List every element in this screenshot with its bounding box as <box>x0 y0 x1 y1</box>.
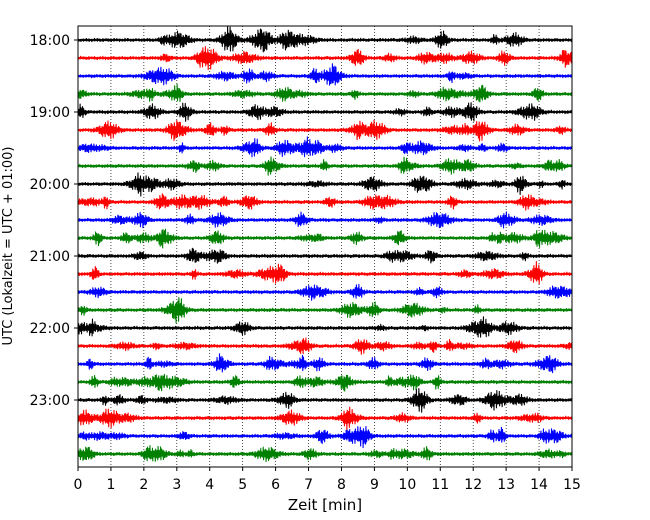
trace-2115 <box>77 261 573 285</box>
trace-1945 <box>77 156 573 176</box>
x-tick-label: 5 <box>238 477 247 493</box>
x-tick-label: 8 <box>337 477 346 493</box>
y-tick-label: 23:00 <box>30 393 70 409</box>
trace-2145 <box>77 297 573 324</box>
x-tick-label: 3 <box>172 477 181 493</box>
trace-2215 <box>77 337 573 355</box>
x-tick-label: 2 <box>139 477 148 493</box>
y-tick-label: 20:00 <box>30 177 70 193</box>
x-tick-label: 15 <box>563 477 581 493</box>
trace-1900 <box>77 102 573 122</box>
y-axis-title: UTC (Lokalzeit = UTC + 01:00) <box>1 147 16 346</box>
x-tick-label: 10 <box>398 477 416 493</box>
x-tick-label: 11 <box>431 477 449 493</box>
trace-1830 <box>77 63 573 86</box>
trace-2030 <box>77 211 573 229</box>
x-tick-label: 1 <box>106 477 115 493</box>
x-tick-label: 12 <box>464 477 482 493</box>
x-tick-label: 7 <box>304 477 313 493</box>
y-tick-label: 18:00 <box>30 33 70 49</box>
trace-2245 <box>77 373 573 392</box>
plot-frame <box>77 25 573 468</box>
trace-2200 <box>77 316 573 338</box>
trace-2345 <box>77 445 573 463</box>
trace-2100 <box>77 247 573 264</box>
trace-1915 <box>77 119 573 142</box>
trace-2045 <box>77 228 573 249</box>
trace-1845 <box>77 83 573 103</box>
x-tick-label: 4 <box>205 477 214 493</box>
x-tick-label: 6 <box>271 477 280 493</box>
trace-2300 <box>77 387 573 413</box>
trace-1930 <box>77 136 573 158</box>
y-tick-label: 19:00 <box>30 105 70 121</box>
trace-2230 <box>77 353 573 374</box>
y-tick-label: 21:00 <box>30 249 70 265</box>
trace-2315 <box>77 406 573 431</box>
trace-2000 <box>77 172 573 197</box>
y-axis-ticks: 18:00 19:00 20:00 21:00 22:00 23:00 <box>30 33 78 409</box>
x-tick-label: 14 <box>530 477 548 493</box>
trace-layer <box>77 25 573 463</box>
trace-2330 <box>77 425 573 449</box>
trace-2130 <box>77 283 573 301</box>
trace-2015 <box>77 193 573 211</box>
trace-1815 <box>77 46 573 71</box>
x-tick-label: 9 <box>370 477 379 493</box>
x-axis-title: Zeit [min] <box>288 496 362 514</box>
x-tick-label: 0 <box>74 477 83 493</box>
x-axis-ticks: 0 1 2 3 4 5 6 7 8 9 10 11 12 13 14 15 <box>74 467 581 493</box>
trace-1800 <box>77 25 573 53</box>
x-tick-label: 13 <box>497 477 515 493</box>
y-tick-label: 22:00 <box>30 321 70 337</box>
